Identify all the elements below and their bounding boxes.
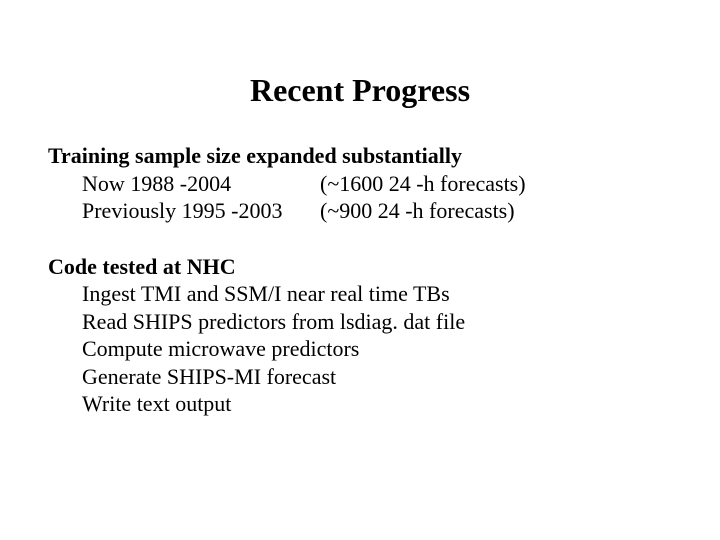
list-item: Read SHIPS predictors from lsdiag. dat f… bbox=[82, 308, 672, 336]
slide-title: Recent Progress bbox=[0, 72, 720, 109]
data-row-left: Previously 1995 -2003 bbox=[82, 197, 320, 225]
data-row: Now 1988 -2004 (~1600 24 -h forecasts) bbox=[82, 170, 672, 198]
section-code: Code tested at NHC Ingest TMI and SSM/I … bbox=[48, 253, 672, 418]
data-row: Previously 1995 -2003 (~900 24 -h foreca… bbox=[82, 197, 672, 225]
section-heading: Code tested at NHC bbox=[48, 253, 672, 281]
data-row-left: Now 1988 -2004 bbox=[82, 170, 320, 198]
list-item: Write text output bbox=[82, 390, 672, 418]
slide: Recent Progress Training sample size exp… bbox=[0, 0, 720, 540]
data-row-right: (~1600 24 -h forecasts) bbox=[320, 170, 672, 198]
list-item: Compute microwave predictors bbox=[82, 335, 672, 363]
slide-body: Training sample size expanded substantia… bbox=[48, 142, 672, 418]
section-training: Training sample size expanded substantia… bbox=[48, 142, 672, 225]
data-row-right: (~900 24 -h forecasts) bbox=[320, 197, 672, 225]
list-item: Generate SHIPS-MI forecast bbox=[82, 363, 672, 391]
section-heading: Training sample size expanded substantia… bbox=[48, 142, 672, 170]
list-item: Ingest TMI and SSM/I near real time TBs bbox=[82, 280, 672, 308]
